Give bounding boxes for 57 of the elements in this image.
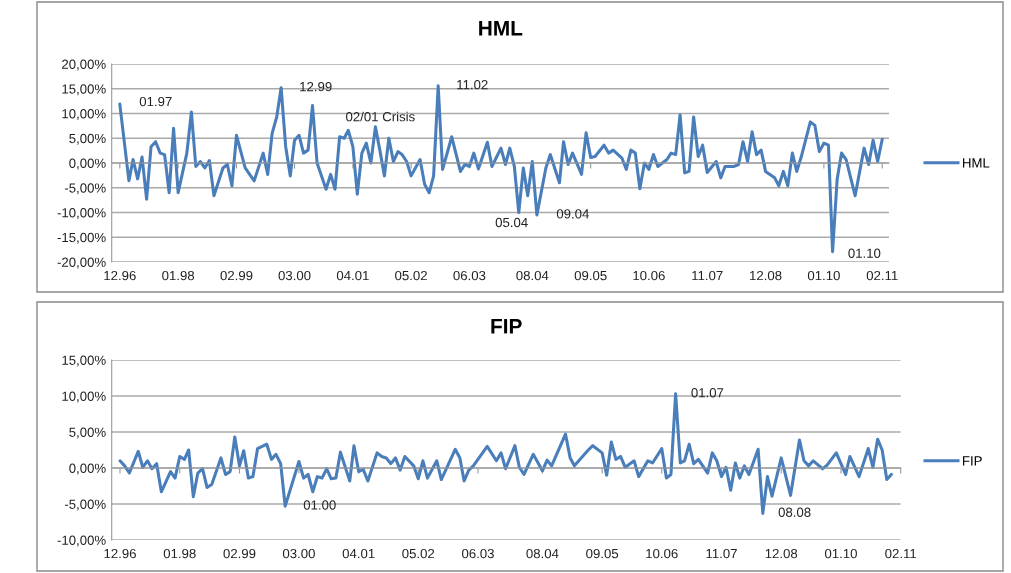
legend-label: HML bbox=[963, 158, 990, 168]
y-tick-label: 0,00% bbox=[69, 463, 106, 475]
y-tick-label: -5,00% bbox=[64, 499, 106, 511]
x-tick-label: 02.99 bbox=[223, 548, 256, 559]
annotation: 01.07 bbox=[691, 388, 724, 398]
y-tick-label: -10,00% bbox=[57, 208, 106, 219]
x-tick-label: 02.99 bbox=[220, 270, 253, 281]
x-tick-label: 04.01 bbox=[336, 270, 369, 281]
chart-title: HML bbox=[479, 21, 523, 36]
x-tick-label: 09.05 bbox=[586, 548, 619, 559]
annotation: 05.04 bbox=[495, 217, 528, 228]
y-tick-label: 15,00% bbox=[62, 84, 106, 96]
x-tick-label: 01.98 bbox=[163, 548, 196, 559]
x-tick-label: 01.98 bbox=[162, 270, 195, 281]
annotation: 11.02 bbox=[457, 79, 488, 90]
x-tick-label: 04.01 bbox=[342, 548, 375, 559]
y-tick-label: -10,00% bbox=[57, 535, 106, 547]
annotation: 01.10 bbox=[848, 248, 881, 258]
x-tick-label: 08.04 bbox=[526, 548, 559, 559]
annotation: 01.00 bbox=[303, 500, 336, 510]
y-tick-label: 10,00% bbox=[62, 109, 106, 120]
annotation: 09.04 bbox=[556, 209, 589, 219]
x-tick-label: 10.06 bbox=[633, 270, 665, 281]
annotation: 01.97 bbox=[139, 96, 172, 107]
y-tick-label: -20,00% bbox=[57, 257, 106, 269]
x-tick-label: 12.08 bbox=[765, 548, 798, 559]
x-tick-label: 12.08 bbox=[750, 270, 782, 281]
x-tick-label: 12.96 bbox=[104, 548, 136, 559]
annotation: 08.08 bbox=[778, 507, 811, 517]
x-tick-label: 02.11 bbox=[866, 270, 898, 281]
y-tick-label: 5,00% bbox=[69, 133, 106, 145]
y-tick-label: 20,00% bbox=[62, 59, 106, 71]
x-tick-label: 10.06 bbox=[646, 548, 678, 559]
x-tick-label: 12.96 bbox=[104, 270, 136, 281]
y-tick-label: 0,00% bbox=[69, 158, 106, 170]
x-tick-label: 03.00 bbox=[282, 548, 315, 559]
x-tick-label: 02.11 bbox=[885, 548, 917, 559]
x-tick-label: 11.07 bbox=[706, 548, 737, 559]
y-tick-label: 10,00% bbox=[62, 391, 106, 403]
chart-title: FIP bbox=[491, 319, 522, 334]
x-tick-label: 06.03 bbox=[462, 548, 494, 559]
x-tick-label: 03.00 bbox=[278, 270, 311, 281]
annotation: 02/01 Crisis bbox=[346, 111, 415, 122]
y-tick-label: -5,00% bbox=[64, 183, 106, 195]
x-tick-label: 08.04 bbox=[516, 270, 549, 281]
y-tick-label: -15,00% bbox=[57, 232, 106, 244]
y-tick-label: 5,00% bbox=[69, 427, 106, 439]
legend-label: FIP bbox=[963, 456, 982, 466]
x-tick-label: 06.03 bbox=[453, 270, 486, 281]
annotation: 12.99 bbox=[300, 81, 332, 92]
x-tick-label: 05.02 bbox=[402, 548, 435, 559]
x-tick-label: 09.05 bbox=[574, 270, 607, 281]
x-tick-label: 01.10 bbox=[807, 270, 840, 281]
x-tick-label: 01.10 bbox=[824, 548, 857, 559]
x-tick-label: 11.07 bbox=[692, 270, 723, 281]
y-tick-label: 15,00% bbox=[62, 355, 106, 367]
x-tick-label: 05.02 bbox=[395, 270, 427, 281]
